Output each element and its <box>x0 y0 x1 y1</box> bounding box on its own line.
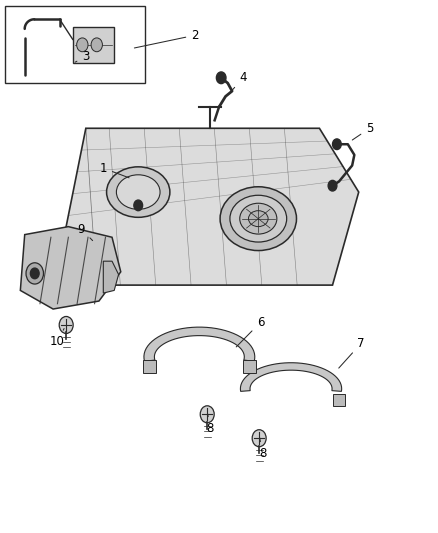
Text: 4: 4 <box>230 71 247 93</box>
Bar <box>143 360 155 373</box>
Bar <box>243 360 256 373</box>
Ellipse shape <box>106 167 170 217</box>
Text: 1: 1 <box>99 161 129 178</box>
Text: 8: 8 <box>259 438 266 460</box>
Text: 7: 7 <box>339 337 365 368</box>
Polygon shape <box>20 227 121 309</box>
Circle shape <box>200 406 214 423</box>
Ellipse shape <box>230 195 287 242</box>
Ellipse shape <box>240 203 277 234</box>
Circle shape <box>332 139 341 150</box>
Text: 3: 3 <box>75 50 89 63</box>
Bar <box>332 394 345 406</box>
Circle shape <box>216 72 226 84</box>
Circle shape <box>134 200 143 211</box>
Text: 5: 5 <box>352 122 373 140</box>
Text: 9: 9 <box>78 223 92 240</box>
Text: 2: 2 <box>134 29 199 48</box>
Circle shape <box>30 268 39 279</box>
Circle shape <box>59 317 73 334</box>
Circle shape <box>26 263 43 284</box>
Text: 10: 10 <box>50 328 65 349</box>
Text: 8: 8 <box>207 414 214 435</box>
Bar <box>5 6 145 83</box>
Polygon shape <box>103 261 119 293</box>
Polygon shape <box>144 327 255 361</box>
Circle shape <box>91 38 102 52</box>
Polygon shape <box>240 363 342 391</box>
Bar <box>73 27 114 63</box>
Polygon shape <box>64 128 359 285</box>
Ellipse shape <box>248 211 268 227</box>
Text: 6: 6 <box>236 316 264 347</box>
Circle shape <box>328 180 337 191</box>
Circle shape <box>77 38 88 52</box>
Ellipse shape <box>220 187 297 251</box>
Ellipse shape <box>117 175 160 209</box>
Circle shape <box>252 430 266 447</box>
